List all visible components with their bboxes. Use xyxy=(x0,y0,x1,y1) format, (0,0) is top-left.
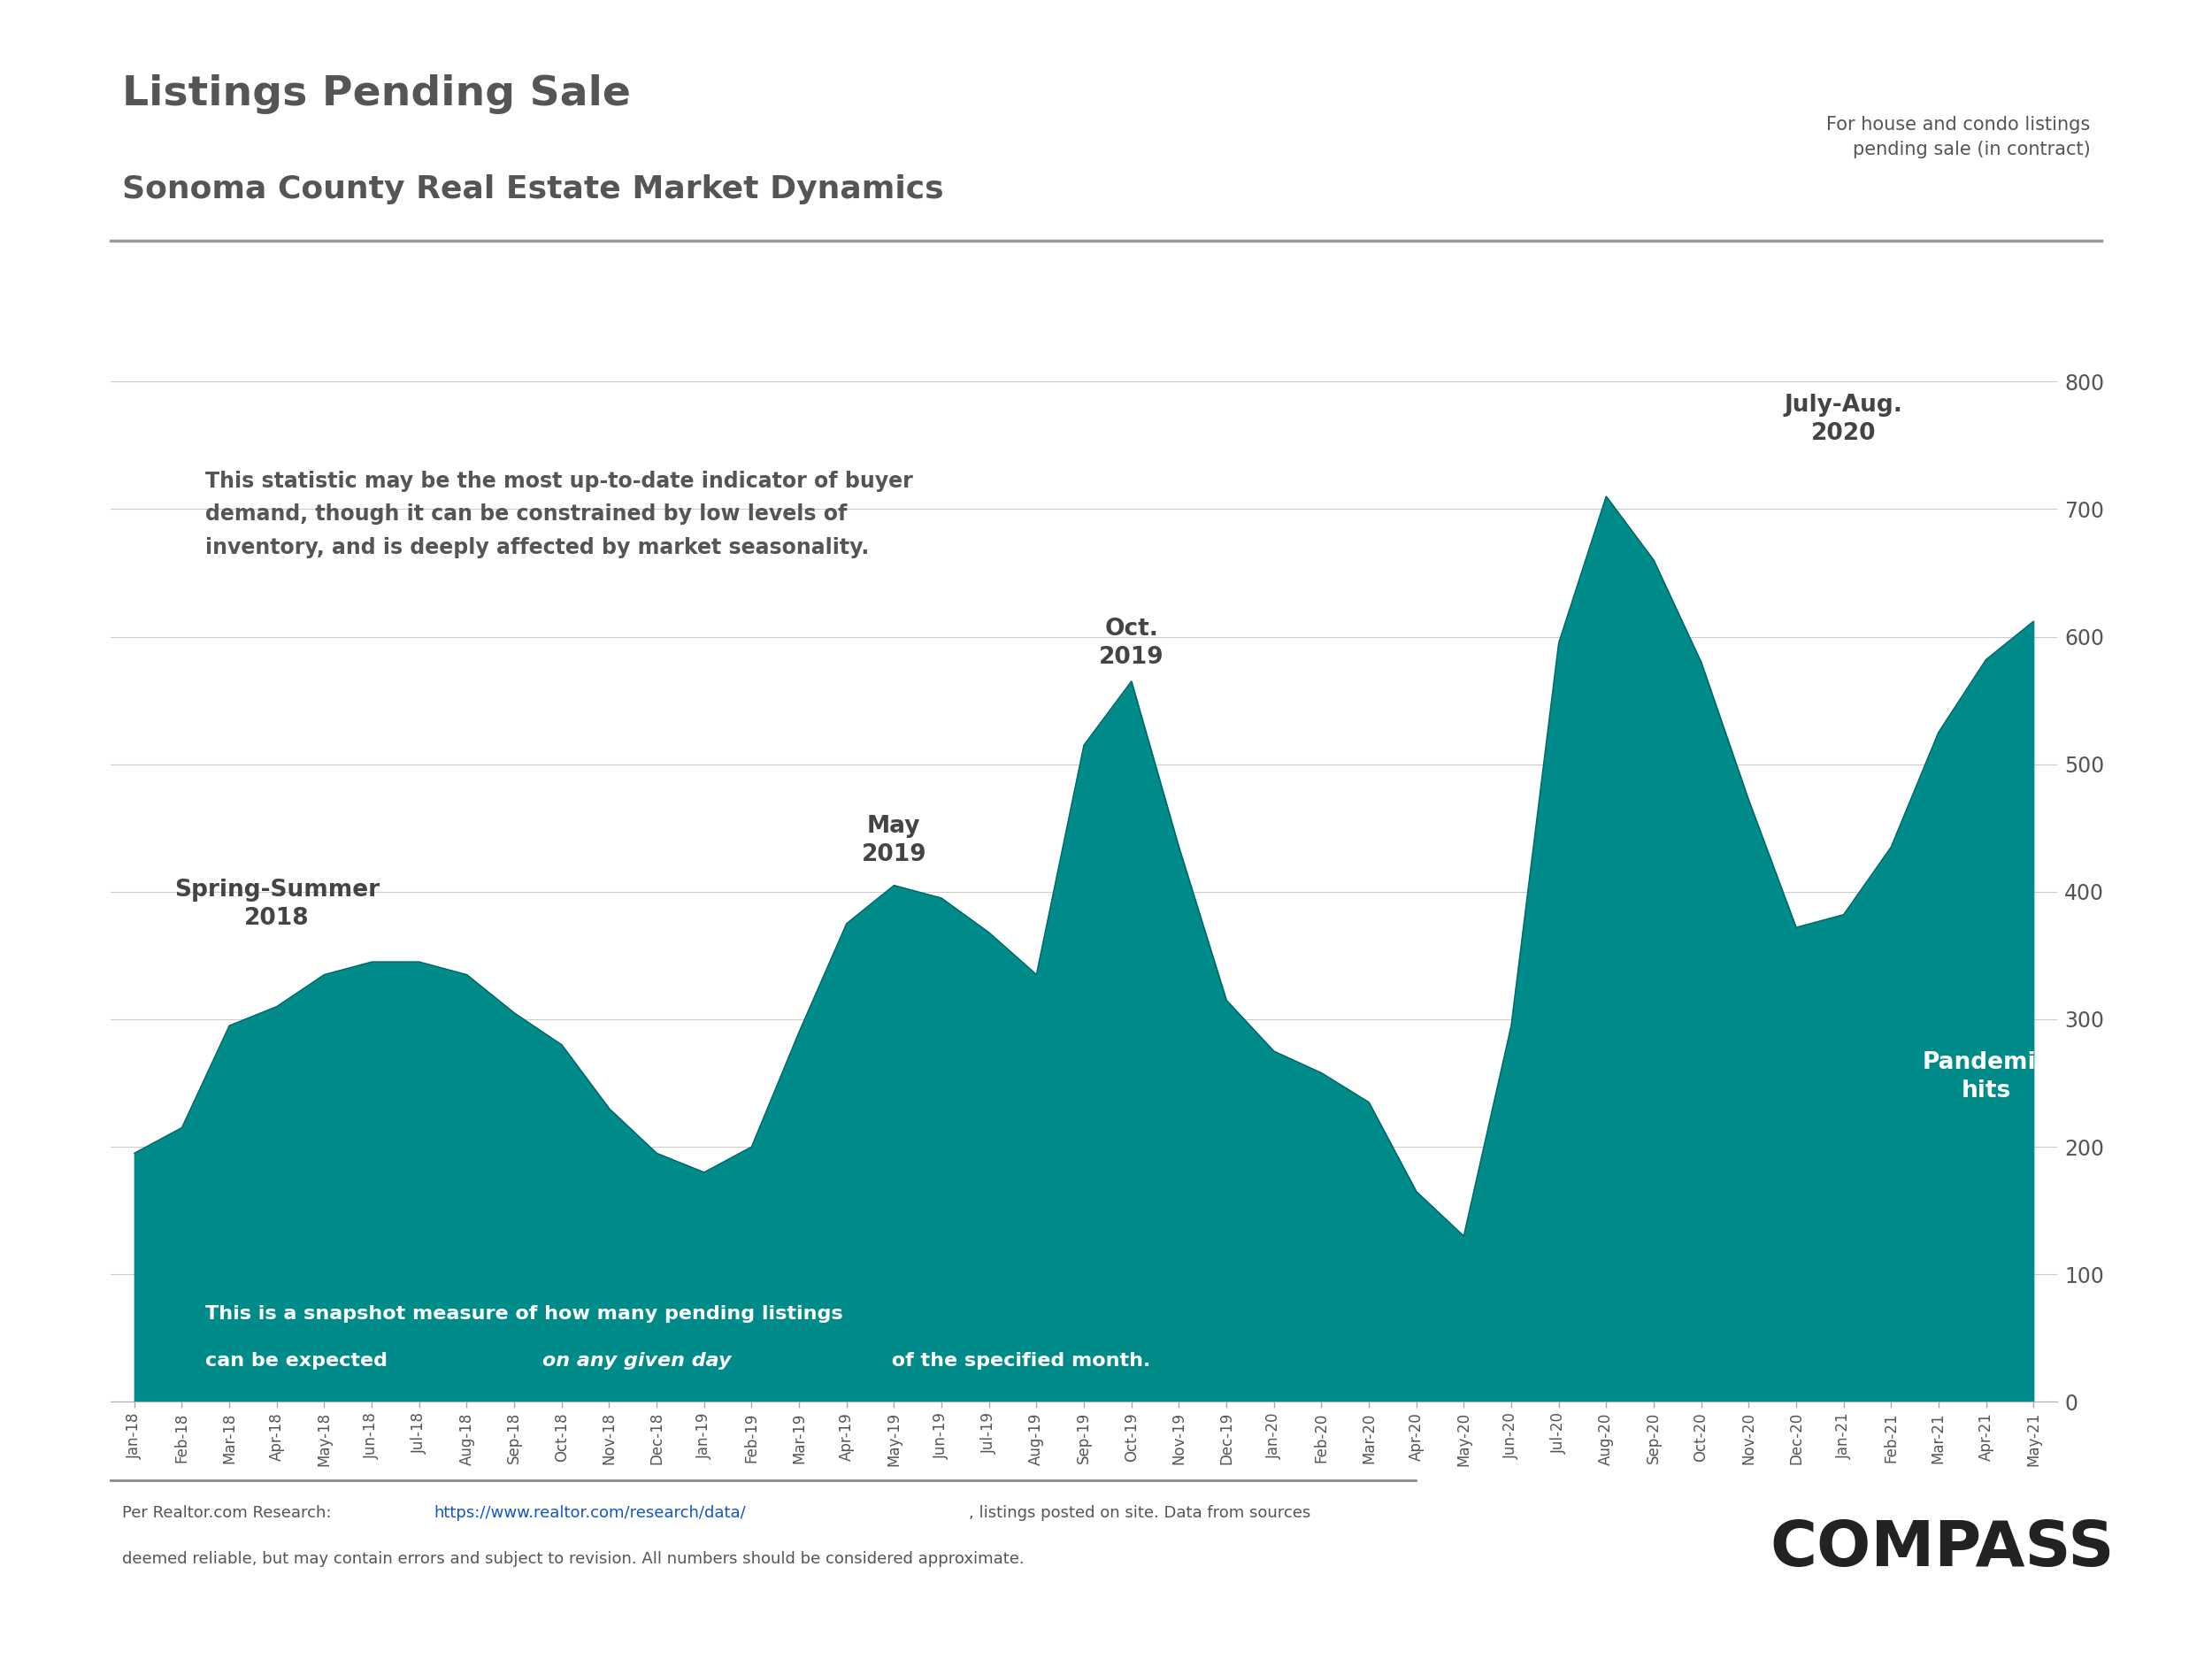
Text: , listings posted on site. Data from sources: , listings posted on site. Data from sou… xyxy=(969,1505,1310,1521)
Text: This statistic may be the most up-to-date indicator of buyer
demand, though it c: This statistic may be the most up-to-dat… xyxy=(206,471,914,557)
Text: COMPASS: COMPASS xyxy=(1770,1518,2115,1579)
Text: deemed reliable, but may contain errors and subject to revision. All numbers sho: deemed reliable, but may contain errors … xyxy=(122,1551,1024,1568)
Text: This is a snapshot measure of how many pending listings: This is a snapshot measure of how many p… xyxy=(206,1306,843,1322)
Text: Sonoma County Real Estate Market Dynamics: Sonoma County Real Estate Market Dynamic… xyxy=(122,174,942,204)
Text: on any given day: on any given day xyxy=(542,1352,732,1370)
Text: July-Aug.
2020: July-Aug. 2020 xyxy=(1785,395,1902,445)
Text: Spring-Summer
2018: Spring-Summer 2018 xyxy=(175,879,380,931)
Text: of the specified month.: of the specified month. xyxy=(885,1352,1150,1370)
Text: For house and condo listings
pending sale (in contract): For house and condo listings pending sal… xyxy=(1827,116,2090,159)
Text: Oct.
2019: Oct. 2019 xyxy=(1099,617,1164,669)
Text: Per Realtor.com Research:: Per Realtor.com Research: xyxy=(122,1505,341,1521)
Text: May
2019: May 2019 xyxy=(860,815,927,866)
Text: Listings Pending Sale: Listings Pending Sale xyxy=(122,75,630,114)
Text: can be expected: can be expected xyxy=(206,1352,394,1370)
Text: https://www.realtor.com/research/data/: https://www.realtor.com/research/data/ xyxy=(434,1505,745,1521)
Text: Pandemic
hits: Pandemic hits xyxy=(1922,1050,2051,1102)
